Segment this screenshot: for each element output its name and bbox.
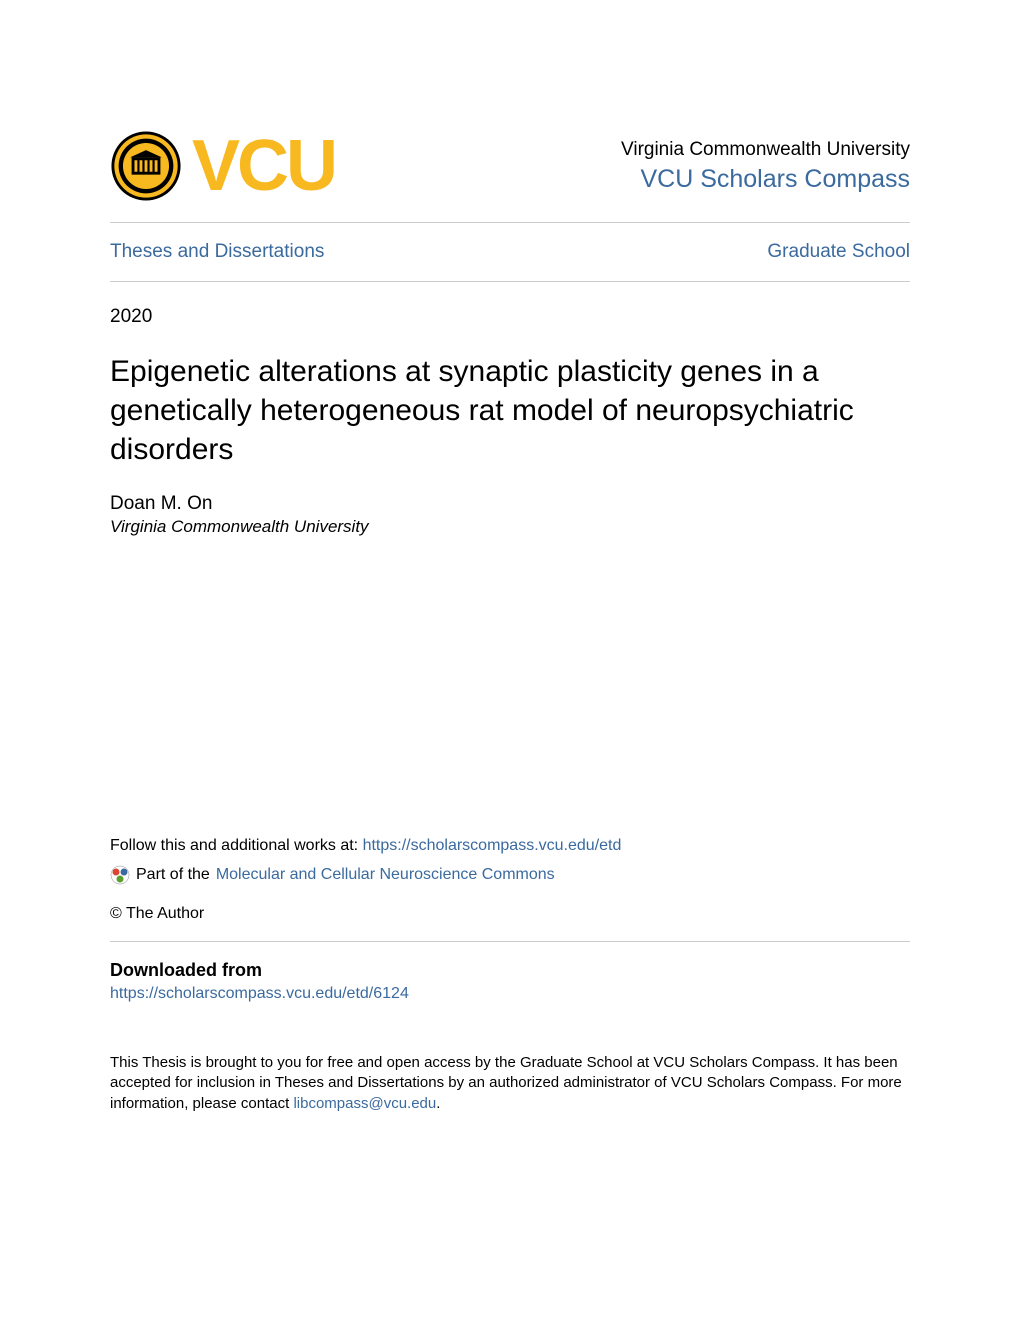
graduate-school-link[interactable]: Graduate School — [767, 241, 910, 263]
university-seal-icon — [110, 130, 182, 202]
publication-year: 2020 — [110, 306, 910, 328]
document-page: VCU Virginia Commonwealth University VCU… — [0, 0, 1020, 1174]
copyright-text: © The Author — [110, 905, 910, 923]
downloaded-heading: Downloaded from — [110, 960, 910, 981]
network-icon — [110, 865, 130, 885]
follow-prefix: Follow this and additional works at: — [110, 837, 363, 854]
disclaimer-part2: . — [436, 1095, 440, 1112]
spacer — [110, 537, 910, 837]
divider — [110, 941, 910, 942]
header: VCU Virginia Commonwealth University VCU… — [110, 130, 910, 222]
disclaimer-part1: This Thesis is brought to you for free a… — [110, 1054, 902, 1112]
author-name: Doan M. On — [110, 493, 910, 515]
institution-block: Virginia Commonwealth University VCU Sch… — [621, 139, 910, 194]
part-of-line: Part of the Molecular and Cellular Neuro… — [110, 865, 910, 885]
author-affiliation: Virginia Commonwealth University — [110, 517, 910, 537]
disclaimer-text: This Thesis is brought to you for free a… — [110, 1053, 910, 1114]
contact-email-link[interactable]: libcompass@vcu.edu — [293, 1095, 436, 1112]
part-of-prefix: Part of the — [136, 866, 210, 884]
document-title: Epigenetic alterations at synaptic plast… — [110, 352, 910, 469]
logo-section: VCU — [110, 130, 335, 202]
theses-link[interactable]: Theses and Dissertations — [110, 241, 324, 263]
follow-url-link[interactable]: https://scholarscompass.vcu.edu/etd — [363, 837, 622, 854]
download-url-link[interactable]: https://scholarscompass.vcu.edu/etd/6124 — [110, 985, 910, 1003]
commons-link[interactable]: Molecular and Cellular Neuroscience Comm… — [216, 866, 555, 884]
follow-line: Follow this and additional works at: htt… — [110, 837, 910, 855]
repository-link[interactable]: VCU Scholars Compass — [621, 165, 910, 194]
divider — [110, 281, 910, 282]
breadcrumb-nav: Theses and Dissertations Graduate School — [110, 223, 910, 281]
institution-name: Virginia Commonwealth University — [621, 139, 910, 161]
logo-text: VCU — [192, 130, 335, 202]
